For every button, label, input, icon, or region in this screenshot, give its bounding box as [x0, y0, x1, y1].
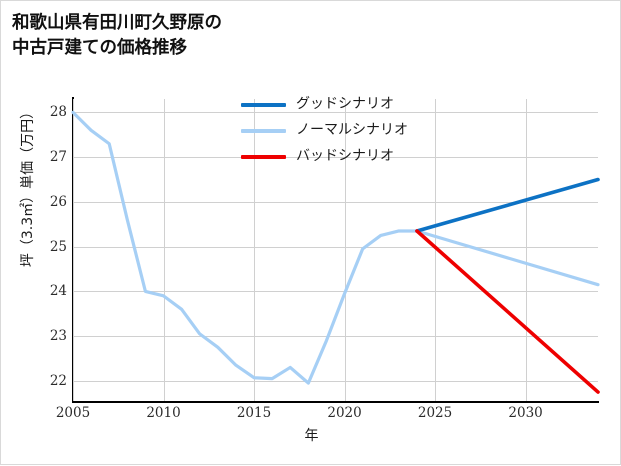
x-tick-label: 2025	[417, 405, 453, 421]
y-tick-label: 28	[49, 104, 67, 121]
chart-legend: グッドシナリオ ノーマルシナリオ バッドシナリオ	[241, 93, 461, 171]
gridline-horizontal	[73, 247, 598, 248]
y-tick-label: 27	[49, 149, 67, 166]
legend-color-swatch	[241, 129, 286, 133]
gridline-horizontal	[73, 157, 598, 158]
page-title: 和歌山県有田川町久野原の 中古戸建ての価格推移	[12, 11, 572, 61]
series-line	[71, 110, 600, 385]
legend-item[interactable]: バッドシナリオ	[241, 145, 461, 171]
gridline-vertical	[254, 99, 255, 401]
legend-item-label: ノーマルシナリオ	[296, 122, 408, 138]
x-tick-label: 2030	[508, 405, 543, 421]
series-line	[415, 177, 600, 233]
legend-item[interactable]: ノーマルシナリオ	[241, 119, 461, 145]
x-axis-title: 年	[304, 428, 319, 444]
legend-item-label: グッドシナリオ	[296, 96, 394, 112]
x-tick-label: 2010	[146, 405, 181, 421]
legend-item[interactable]: グッドシナリオ	[241, 93, 461, 119]
gridline-vertical	[526, 99, 527, 401]
x-tick-label: 2020	[327, 405, 362, 421]
legend-color-swatch	[241, 103, 286, 107]
series-lines	[71, 110, 600, 394]
title-line-1: 和歌山県有田川町久野原の	[12, 13, 222, 33]
y-tick-label: 25	[49, 238, 67, 255]
gridline-vertical	[435, 99, 436, 401]
x-tick-label: 2005	[55, 405, 91, 421]
series-line	[415, 229, 600, 394]
gridline-horizontal	[73, 202, 598, 203]
y-tick-label: 24	[49, 283, 67, 300]
legend-item-label: バッドシナリオ	[296, 148, 394, 164]
y-axis-tick-labels: 22 23 24 25 26 27 28	[17, 1, 67, 466]
gridline-horizontal	[73, 112, 598, 113]
x-tick-label: 2015	[236, 405, 272, 421]
plot-area	[71, 99, 600, 401]
gridline-horizontal	[73, 336, 598, 337]
y-tick-label: 26	[49, 193, 67, 210]
gridline-vertical	[164, 99, 165, 401]
y-tick-label: 22	[49, 372, 67, 389]
y-tick-label: 23	[49, 328, 67, 345]
gridline-vertical	[73, 99, 74, 401]
gridline-vertical	[345, 99, 346, 401]
legend-color-swatch	[241, 155, 286, 159]
gridline-horizontal	[73, 291, 598, 292]
x-axis-line	[72, 401, 599, 403]
title-line-2: 中古戸建ての価格推移	[12, 38, 187, 58]
gridline-horizontal	[73, 381, 598, 382]
y-axis-title: 坪（3.3㎡）単価（万円）	[20, 104, 36, 268]
